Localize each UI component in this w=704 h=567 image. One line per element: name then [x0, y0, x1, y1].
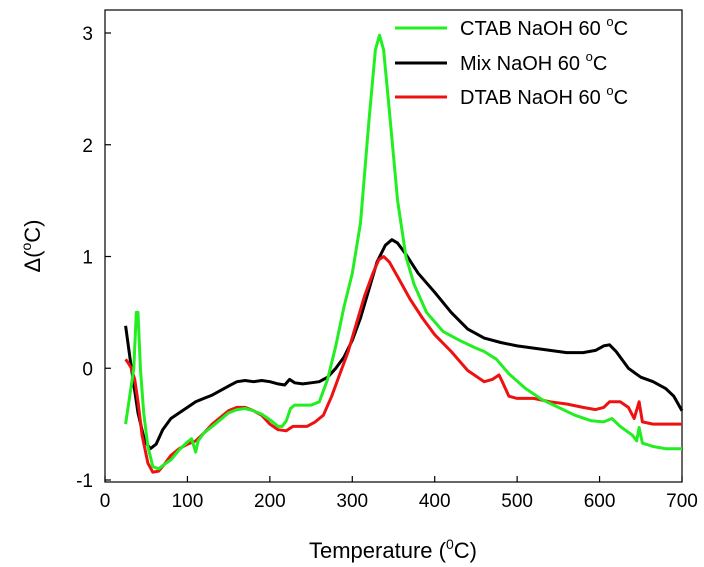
x-tick-label: 0: [100, 491, 111, 512]
y-axis-title-end: C): [20, 219, 45, 242]
x-tick-label: 700: [666, 491, 698, 512]
legend-entry-mix: Mix NaOH 60 oC: [395, 49, 607, 75]
x-tick-label: 100: [172, 491, 204, 512]
tick-group: [104, 32, 683, 482]
legend-entry-dtab: DTAB NaOH 60 oC: [395, 83, 628, 109]
y-tick-label: 2: [82, 136, 93, 157]
y-axis-title: Δ(oC): [18, 219, 45, 272]
series-line-2: [124, 255, 682, 474]
x-tick-label: 200: [254, 491, 286, 512]
tick-label-group: 0 100 200 300 400 500 600 700 -1 0 1 2 3: [76, 24, 698, 512]
x-axis-title-main: Temperature: [309, 538, 433, 563]
x-tick-label: 300: [336, 491, 368, 512]
y-tick-label: 3: [82, 24, 93, 45]
legend-entry-ctab: CTAB NaOH 60 oC: [395, 14, 628, 40]
series-line-0: [124, 33, 682, 471]
legend-label-ctab: CTAB NaOH 60 oC: [460, 14, 628, 40]
x-tick-label: 600: [584, 491, 616, 512]
legend-label-dtab: DTAB NaOH 60 oC: [460, 83, 628, 109]
legend-label-mix: Mix NaOH 60 oC: [460, 49, 607, 75]
y-axis-title-sup: o: [18, 242, 34, 250]
series-group: [124, 33, 684, 474]
x-tick-label: 500: [501, 491, 533, 512]
legend: CTAB NaOH 60 oC Mix NaOH 60 oC DTAB NaOH…: [395, 14, 628, 109]
y-tick-label: -1: [76, 471, 93, 492]
x-tick-label: 400: [419, 491, 451, 512]
y-axis-title-main: Δ(: [20, 250, 45, 273]
x-axis-title-unit-end: C): [454, 538, 477, 563]
y-tick-label: 0: [82, 359, 93, 380]
series-line-1: [124, 238, 684, 451]
y-tick-label: 1: [82, 248, 93, 269]
x-axis-title-unit: (: [439, 538, 447, 563]
plot-area-frame: [104, 9, 683, 483]
x-axis-title-sup: 0: [446, 536, 454, 552]
x-axis-title: Temperature (0C): [309, 536, 477, 563]
